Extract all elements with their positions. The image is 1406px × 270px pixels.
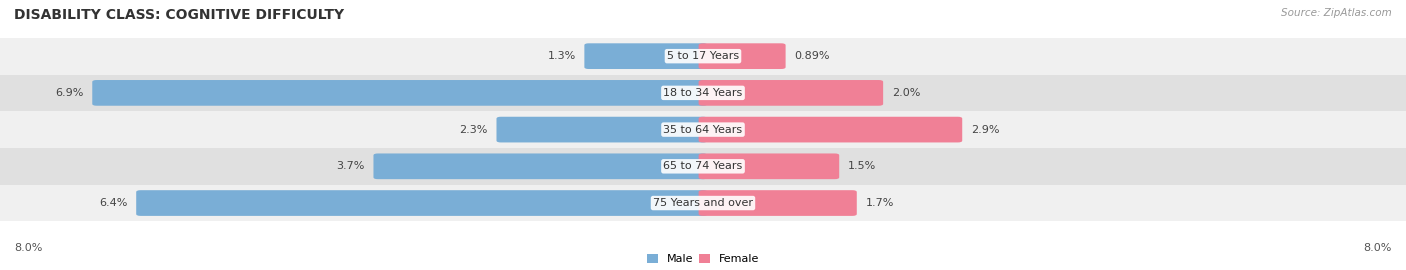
Text: 2.0%: 2.0% — [891, 88, 921, 98]
Text: DISABILITY CLASS: COGNITIVE DIFFICULTY: DISABILITY CLASS: COGNITIVE DIFFICULTY — [14, 8, 344, 22]
Text: 2.9%: 2.9% — [972, 124, 1000, 135]
Legend: Male, Female: Male, Female — [647, 254, 759, 264]
Text: 1.5%: 1.5% — [848, 161, 876, 171]
Text: 1.7%: 1.7% — [866, 198, 894, 208]
Text: 75 Years and over: 75 Years and over — [652, 198, 754, 208]
Text: 5 to 17 Years: 5 to 17 Years — [666, 51, 740, 61]
FancyBboxPatch shape — [585, 43, 707, 69]
FancyBboxPatch shape — [699, 153, 839, 179]
FancyBboxPatch shape — [699, 43, 786, 69]
Bar — [0, 111, 1406, 148]
FancyBboxPatch shape — [374, 153, 707, 179]
FancyBboxPatch shape — [699, 117, 962, 143]
Text: 18 to 34 Years: 18 to 34 Years — [664, 88, 742, 98]
Bar — [0, 148, 1406, 185]
Text: 1.3%: 1.3% — [547, 51, 575, 61]
Text: 35 to 64 Years: 35 to 64 Years — [664, 124, 742, 135]
Text: 8.0%: 8.0% — [1364, 243, 1392, 253]
Bar — [0, 38, 1406, 75]
Text: 65 to 74 Years: 65 to 74 Years — [664, 161, 742, 171]
Bar — [0, 185, 1406, 221]
FancyBboxPatch shape — [699, 190, 856, 216]
FancyBboxPatch shape — [699, 80, 883, 106]
Bar — [0, 75, 1406, 111]
FancyBboxPatch shape — [136, 190, 707, 216]
Text: 3.7%: 3.7% — [336, 161, 364, 171]
FancyBboxPatch shape — [93, 80, 707, 106]
Text: 6.9%: 6.9% — [55, 88, 83, 98]
Text: Source: ZipAtlas.com: Source: ZipAtlas.com — [1281, 8, 1392, 18]
Text: 0.89%: 0.89% — [794, 51, 830, 61]
Text: 2.3%: 2.3% — [460, 124, 488, 135]
Text: 6.4%: 6.4% — [98, 198, 128, 208]
FancyBboxPatch shape — [496, 117, 707, 143]
Text: 8.0%: 8.0% — [14, 243, 42, 253]
